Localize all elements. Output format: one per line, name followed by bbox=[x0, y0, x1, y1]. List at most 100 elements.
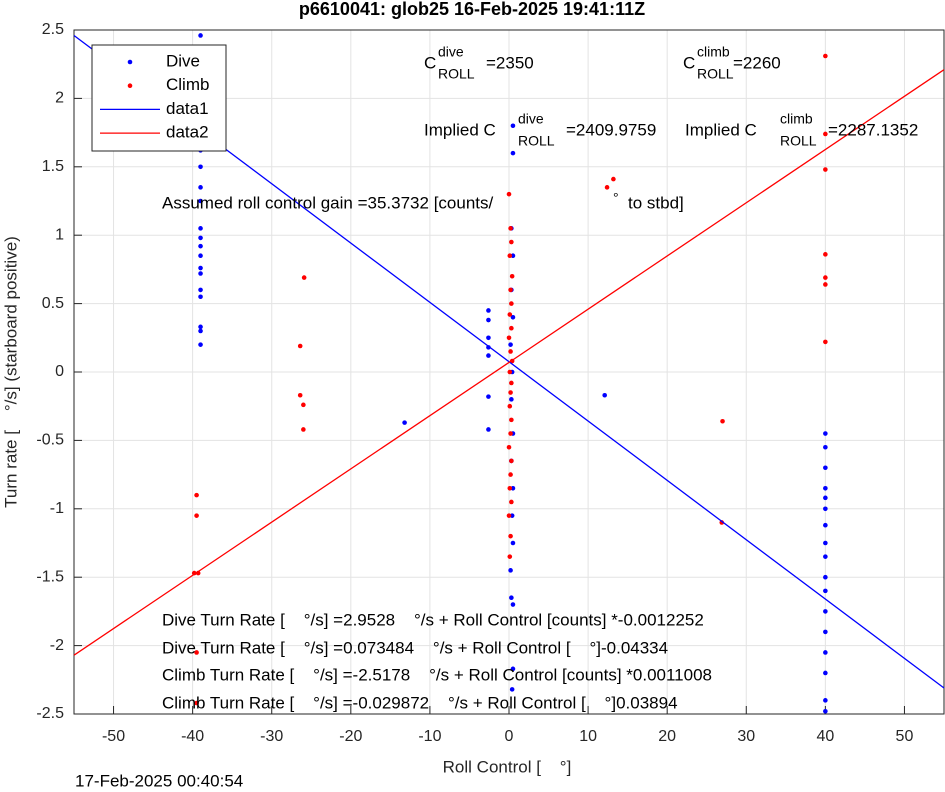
point bbox=[823, 670, 828, 676]
x-tick-label: -30 bbox=[260, 728, 283, 745]
point bbox=[823, 485, 828, 491]
point bbox=[486, 394, 491, 399]
chart-title: p6610041: glob25 16-Feb-2025 19:41:11Z bbox=[299, 0, 645, 19]
point bbox=[509, 687, 515, 692]
point bbox=[823, 131, 828, 137]
annotation: to stbd] bbox=[628, 193, 684, 212]
x-tick-label: 30 bbox=[737, 728, 755, 745]
point bbox=[486, 308, 491, 313]
point bbox=[509, 499, 514, 505]
point bbox=[823, 444, 828, 450]
point bbox=[507, 253, 513, 259]
point bbox=[823, 698, 828, 703]
point bbox=[507, 312, 513, 317]
point bbox=[194, 650, 199, 655]
annotation-sub: ROLL bbox=[438, 66, 475, 82]
x-tick-label: 0 bbox=[505, 728, 514, 745]
point bbox=[720, 418, 725, 424]
point bbox=[719, 520, 725, 525]
point bbox=[198, 164, 203, 170]
equation: Climb Turn Rate [ °/s] =-2.5178 °/s + Ro… bbox=[162, 665, 712, 684]
annotation-sup: dive bbox=[438, 44, 464, 60]
point bbox=[823, 275, 828, 280]
point bbox=[509, 397, 514, 402]
point bbox=[510, 253, 516, 259]
point bbox=[823, 53, 828, 59]
point bbox=[198, 33, 203, 38]
point bbox=[506, 444, 512, 450]
point bbox=[508, 287, 513, 293]
point bbox=[508, 390, 513, 395]
point bbox=[602, 392, 607, 398]
point bbox=[823, 522, 828, 528]
point bbox=[198, 271, 203, 276]
point bbox=[198, 226, 203, 231]
point bbox=[194, 700, 199, 706]
point bbox=[509, 239, 514, 245]
y-tick-label: -1.5 bbox=[36, 568, 64, 585]
fit-line bbox=[73, 69, 945, 656]
point bbox=[509, 301, 514, 306]
point bbox=[823, 282, 828, 287]
annotation-sub: ROLL bbox=[518, 133, 555, 149]
y-axis-label: Turn rate [ °/s] (starboard positive) bbox=[1, 236, 20, 508]
point bbox=[509, 513, 515, 518]
point bbox=[823, 708, 828, 714]
annotation-sup: climb bbox=[697, 44, 730, 60]
x-tick-label: -20 bbox=[339, 728, 362, 745]
point bbox=[823, 650, 828, 655]
point bbox=[823, 588, 828, 594]
point bbox=[506, 191, 512, 197]
point bbox=[506, 513, 512, 518]
point bbox=[198, 253, 203, 259]
y-tick-label: 0 bbox=[55, 363, 64, 380]
annotation: Assumed roll control gain =35.3732 [coun… bbox=[162, 193, 494, 212]
point bbox=[604, 185, 610, 190]
annotation: Implied C bbox=[685, 120, 757, 139]
point bbox=[507, 554, 513, 559]
point bbox=[823, 506, 828, 512]
legend-label: data2 bbox=[166, 123, 209, 142]
x-tick-label: 10 bbox=[579, 728, 597, 745]
annotation: =2287.1352 bbox=[828, 120, 918, 139]
legend-label: data1 bbox=[166, 99, 209, 118]
legend-label: Dive bbox=[166, 51, 200, 70]
annotation-sup: dive bbox=[518, 111, 544, 127]
point bbox=[198, 235, 203, 241]
y-tick-label: 1 bbox=[55, 226, 64, 243]
point bbox=[823, 574, 828, 580]
point bbox=[194, 492, 199, 498]
annotation: =2350 bbox=[486, 53, 534, 72]
point bbox=[486, 335, 491, 341]
point bbox=[823, 540, 828, 546]
equation: Dive Turn Rate [ °/s] =0.073484 °/s + Ro… bbox=[162, 638, 668, 657]
point bbox=[509, 325, 514, 331]
point bbox=[508, 342, 513, 347]
equation: Climb Turn Rate [ °/s] =-0.029872 °/s + … bbox=[162, 693, 678, 712]
point bbox=[823, 339, 828, 345]
y-tick-label: 2.5 bbox=[42, 21, 64, 38]
point bbox=[508, 349, 513, 354]
point bbox=[823, 431, 828, 436]
x-tick-label: -50 bbox=[102, 728, 125, 745]
timestamp: 17-Feb-2025 00:40:54 bbox=[75, 771, 243, 790]
y-tick-label: -0.5 bbox=[36, 432, 64, 449]
point bbox=[509, 458, 514, 464]
legend-marker bbox=[127, 59, 133, 65]
x-tick-label: -40 bbox=[181, 728, 204, 745]
point bbox=[509, 380, 514, 386]
point bbox=[508, 472, 513, 477]
annotation-sub: ROLL bbox=[780, 133, 817, 149]
point bbox=[198, 342, 203, 347]
y-tick-label: 0.5 bbox=[42, 295, 64, 312]
x-tick-label: -10 bbox=[418, 728, 441, 745]
point bbox=[301, 275, 307, 280]
point bbox=[198, 185, 203, 190]
annotation: C bbox=[683, 53, 695, 72]
legend-label: Climb bbox=[166, 75, 209, 94]
point bbox=[301, 427, 306, 432]
point bbox=[297, 343, 303, 349]
point bbox=[611, 176, 616, 182]
annotation: =2260 bbox=[733, 53, 781, 72]
